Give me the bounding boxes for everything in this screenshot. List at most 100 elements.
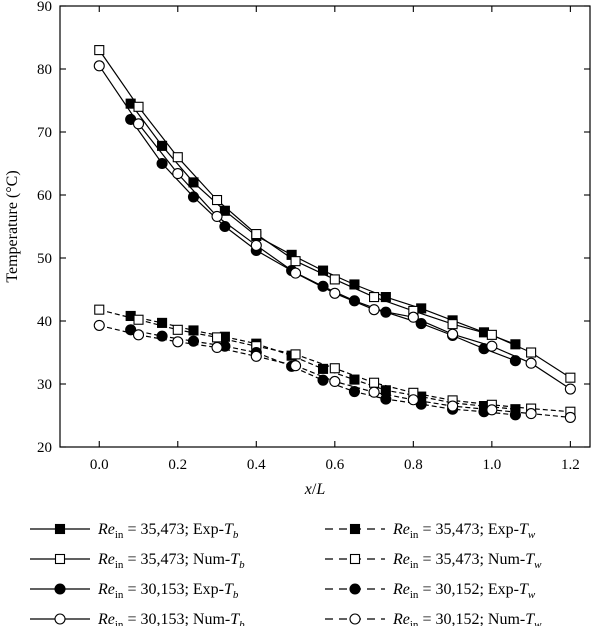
data-point [172, 324, 183, 335]
legend-entry-exp_tw_30152: Rein = 30,152; Exp-Tw [325, 581, 536, 601]
data-point [156, 157, 168, 170]
data-point [290, 256, 301, 267]
series-line [130, 103, 516, 345]
legend-entry-num_tb_30153: Rein = 30,153; Num-Tb [30, 611, 245, 626]
data-point [317, 374, 329, 386]
data-point [329, 274, 340, 285]
x-tick-label: 1.2 [561, 457, 580, 473]
data-point [250, 239, 262, 251]
data-point [348, 295, 360, 307]
data-point [486, 329, 497, 340]
series-num_tb_30153 [93, 60, 576, 395]
data-point [125, 324, 137, 336]
data-point [525, 357, 537, 369]
y-tick-label: 30 [37, 377, 52, 393]
data-point [290, 360, 302, 372]
series-line [130, 119, 516, 362]
y-tick-label: 60 [37, 188, 52, 204]
series-num_tb_35473 [94, 45, 576, 383]
data-point [188, 177, 199, 188]
y-tick-label: 40 [37, 314, 52, 330]
data-point [211, 210, 223, 222]
data-point [187, 191, 200, 203]
y-axis-label: Temperature (°C) [4, 170, 21, 282]
data-point [93, 60, 105, 72]
data-point [407, 311, 419, 323]
data-point [368, 304, 380, 316]
x-tick-label: 0.4 [247, 457, 266, 473]
data-point [133, 101, 144, 112]
legend-entry-num_tb_35473: Rein = 35,473; Num-Tb [30, 551, 245, 571]
legend-entry-num_tw_35473: Rein = 35,473; Num-Tw [325, 551, 542, 571]
data-point [349, 279, 360, 290]
data-point [447, 400, 459, 412]
data-point [447, 328, 459, 340]
legend-label: Rein = 30,152; Num-Tw [392, 611, 542, 626]
data-point [94, 304, 105, 315]
data-point [290, 349, 301, 360]
legend-label: Rein = 35,473; Exp-Tb [97, 521, 239, 541]
x-tick-label: 0.2 [168, 457, 187, 473]
data-point [407, 394, 419, 406]
y-tick-label: 50 [37, 251, 52, 267]
x-tick-label: 0.8 [404, 457, 423, 473]
legend-marker [54, 523, 66, 535]
data-point [172, 152, 183, 163]
data-point [447, 319, 458, 330]
data-point [93, 319, 105, 331]
axes: 0.0 0.2 0.4 0.6 0.8 1.0 1.2 20 30 40 50 60 70 80 90 x/L… [4, 0, 591, 498]
data-point [211, 194, 223, 206]
data-point [509, 409, 521, 421]
legend-label: Rein = 35,473; Num-Tw [392, 551, 542, 571]
data-point [329, 287, 341, 299]
legend-label: Rein = 30,153; Exp-Tb [97, 581, 239, 601]
data-point [369, 292, 380, 303]
legend-entry-exp_tb_35473: Rein = 35,473; Exp-Tb [30, 521, 239, 541]
legend-entry-exp_tb_30153: Rein = 30,153; Exp-Tb [30, 581, 239, 601]
x-tick-label: 0.6 [325, 457, 344, 473]
x-tick-label: 0.0 [90, 457, 109, 473]
y-tick-label: 80 [37, 62, 52, 78]
data-point [133, 314, 144, 325]
data-point [510, 339, 521, 350]
data-point [380, 393, 392, 405]
data-point [329, 375, 341, 388]
data-point [564, 383, 576, 395]
series-exp_tb_30153 [125, 113, 521, 367]
legend-marker [54, 613, 66, 625]
data-point [526, 347, 537, 358]
series-exp_tw_35473 [125, 310, 521, 415]
data-point [349, 374, 360, 385]
data-point [415, 317, 427, 330]
data-point [94, 45, 105, 56]
data-point [157, 140, 168, 151]
legend: Rein = 35,473; Exp-Tb Rein = 35,473; Num-… [30, 521, 542, 626]
legend-marker [349, 523, 361, 535]
data-point [317, 363, 329, 374]
legend-entry-exp_tw_35473: Rein = 35,473; Exp-Tw [325, 521, 536, 541]
data-point [486, 404, 498, 416]
legend-label: Rein = 30,152; Exp-Tw [392, 581, 536, 601]
data-point [187, 335, 200, 347]
data-point [219, 220, 231, 233]
data-point [564, 411, 576, 423]
data-point [132, 118, 145, 130]
legend-marker [349, 553, 361, 565]
series-line [98, 49, 571, 379]
y-tick-label: 20 [37, 440, 52, 456]
series-exp_tb_35473 [125, 98, 521, 350]
plot-area [93, 45, 576, 423]
plot-frame [59, 5, 591, 448]
data-point [565, 372, 576, 383]
legend-marker [54, 583, 66, 595]
data-point [172, 336, 184, 348]
legend-label: Rein = 30,153; Num-Tb [97, 611, 245, 626]
series-num_tw_30152 [93, 319, 576, 423]
data-point [486, 340, 498, 352]
legend-entry-num_tw_30152: Rein = 30,152; Num-Tw [325, 611, 542, 626]
y-tick-label: 90 [37, 0, 52, 15]
data-point [290, 267, 302, 279]
data-point [525, 408, 537, 420]
legend-marker [349, 613, 361, 625]
